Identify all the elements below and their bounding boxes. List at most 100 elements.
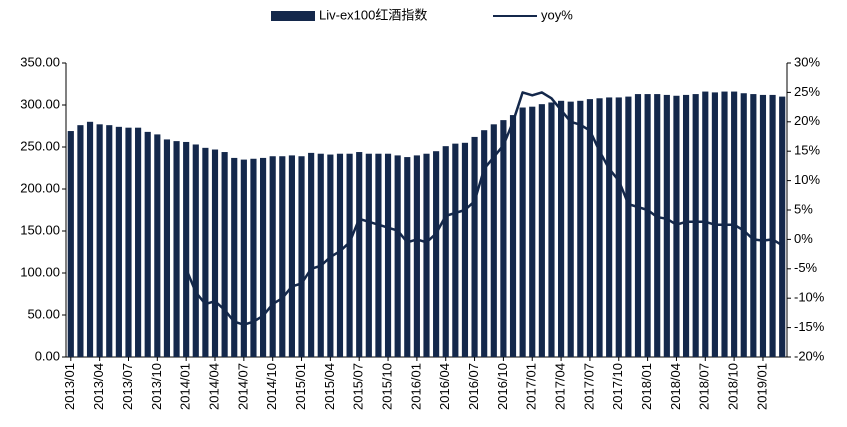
bar [423, 153, 430, 357]
bar [433, 151, 440, 357]
bar [288, 155, 295, 357]
bar [163, 139, 171, 357]
bar [135, 127, 142, 358]
x-tick-label: 2016/01 [408, 363, 423, 410]
y2-tick-label: -15% [794, 319, 825, 334]
bar [490, 124, 497, 357]
bar [77, 125, 84, 357]
x-tick-label: 2017/10 [610, 363, 625, 410]
bar [221, 152, 228, 357]
bar [634, 94, 642, 357]
bar [269, 156, 276, 357]
y2-tick-label: -5% [794, 260, 818, 275]
bar [259, 157, 267, 357]
y2-tick-label: 30% [794, 54, 820, 69]
x-tick-label: 2016/04 [437, 363, 452, 410]
bar [779, 96, 786, 357]
bar [86, 121, 94, 357]
bar [365, 153, 372, 357]
bar [452, 143, 459, 357]
x-tick-label: 2014/10 [264, 363, 279, 410]
y2-tick-label: 25% [794, 84, 820, 99]
x-tick-label: 2014/07 [235, 363, 250, 410]
bar [663, 94, 670, 358]
bar [625, 96, 632, 357]
bar [529, 106, 536, 358]
x-tick-label: 2018/07 [697, 363, 712, 410]
bar [509, 115, 517, 357]
bar [644, 94, 651, 357]
bar [298, 156, 305, 357]
x-tick-label: 2016/10 [495, 363, 510, 410]
bar [231, 157, 238, 357]
x-tick-label: 2016/07 [466, 363, 481, 410]
bar [500, 120, 507, 358]
x-tick-label: 2015/10 [379, 363, 394, 410]
legend-label: yoy% [541, 7, 573, 22]
x-tick-label: 2017/01 [524, 363, 539, 410]
bar [183, 141, 190, 357]
bar [702, 91, 709, 357]
x-tick-label: 2018/10 [726, 363, 741, 410]
y-tick-label: 50.00 [27, 306, 60, 321]
bar [144, 131, 151, 357]
bar [192, 144, 199, 357]
bar [750, 94, 757, 357]
y-tick-label: 0.00 [35, 348, 60, 363]
bar [654, 94, 661, 357]
bar [240, 159, 247, 357]
bar [596, 98, 603, 357]
y2-tick-label: 15% [794, 143, 820, 158]
bar [567, 101, 574, 357]
legend-swatch [271, 11, 315, 21]
bar [404, 157, 411, 357]
legend-label: Liv-ex100红酒指数 [319, 7, 427, 22]
bar [548, 102, 555, 357]
bar [471, 136, 478, 357]
y-tick-label: 350.00 [20, 54, 60, 69]
bar [211, 149, 219, 357]
y2-tick-label: 0% [794, 231, 813, 246]
x-tick-label: 2015/07 [351, 363, 366, 410]
bar [317, 153, 324, 357]
bar [519, 107, 526, 358]
bar [673, 95, 680, 357]
x-tick-label: 2014/01 [178, 363, 193, 410]
bar [538, 104, 545, 357]
bar [682, 94, 690, 358]
y2-tick-label: -20% [794, 348, 825, 363]
y2-tick-label: 20% [794, 113, 820, 128]
bar [106, 125, 113, 357]
x-tick-label: 2019/01 [754, 363, 769, 410]
x-tick-label: 2015/04 [322, 363, 337, 410]
y-tick-label: 100.00 [20, 264, 60, 279]
y-tick-label: 300.00 [20, 96, 60, 111]
y2-tick-label: 5% [794, 201, 813, 216]
x-tick-label: 2013/01 [62, 363, 77, 410]
bar [356, 152, 363, 357]
y2-tick-label: 10% [794, 172, 820, 187]
bar [413, 155, 420, 357]
bar [346, 153, 353, 357]
x-tick-label: 2013/07 [120, 363, 135, 410]
bar [115, 126, 122, 357]
bar [336, 153, 344, 357]
y-tick-label: 200.00 [20, 180, 60, 195]
bar [481, 130, 488, 357]
bar [586, 99, 594, 358]
y2-tick-label: -10% [794, 290, 825, 305]
bar [384, 153, 392, 357]
bar [202, 147, 209, 357]
bar [759, 94, 767, 358]
bar [308, 152, 315, 357]
x-tick-label: 2015/01 [293, 363, 308, 410]
bar [173, 141, 180, 357]
x-tick-label: 2018/01 [639, 363, 654, 410]
bar [375, 153, 382, 357]
y-tick-label: 150.00 [20, 222, 60, 237]
x-tick-label: 2013/10 [149, 363, 164, 410]
x-tick-label: 2017/04 [553, 363, 568, 410]
bar [250, 158, 257, 357]
bar [442, 146, 449, 357]
